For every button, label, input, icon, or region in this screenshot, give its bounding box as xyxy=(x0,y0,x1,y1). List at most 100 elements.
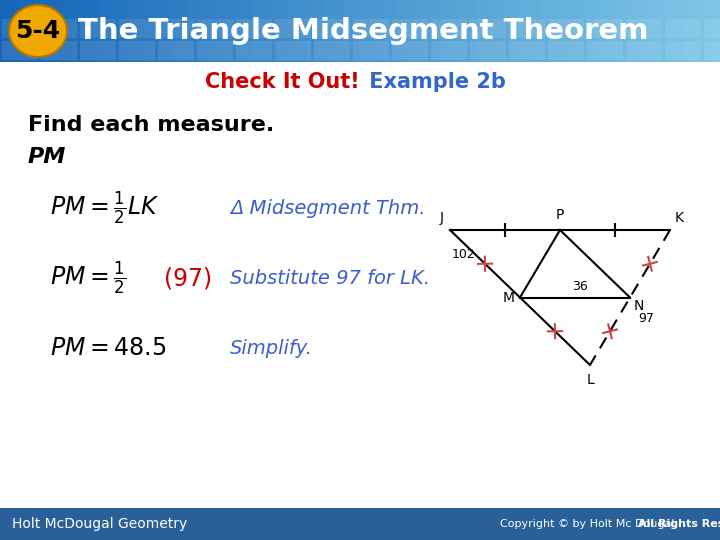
Bar xyxy=(387,0,397,62)
Bar xyxy=(275,41,311,60)
Text: Substitute 97 for LK.: Substitute 97 for LK. xyxy=(230,268,430,287)
Bar xyxy=(198,0,207,62)
Text: 36: 36 xyxy=(572,280,588,293)
Bar xyxy=(117,0,127,62)
Bar xyxy=(369,0,379,62)
Bar xyxy=(275,19,311,38)
Bar xyxy=(108,0,117,62)
Text: $PM = \frac{1}{2}$: $PM = \frac{1}{2}$ xyxy=(50,259,126,296)
Bar xyxy=(353,19,389,38)
Text: All Rights Reserved.: All Rights Reserved. xyxy=(638,519,720,529)
Bar xyxy=(470,41,506,60)
Bar xyxy=(72,0,81,62)
Bar xyxy=(279,0,289,62)
Bar xyxy=(197,19,233,38)
Bar xyxy=(153,0,163,62)
Bar xyxy=(504,0,513,62)
Bar xyxy=(587,19,623,38)
Bar xyxy=(540,0,549,62)
Bar xyxy=(41,41,77,60)
Bar xyxy=(531,0,541,62)
Bar xyxy=(261,0,271,62)
Bar xyxy=(693,0,703,62)
Bar xyxy=(549,0,559,62)
Bar xyxy=(548,41,584,60)
Bar xyxy=(135,0,145,62)
Bar xyxy=(576,0,585,62)
Bar xyxy=(315,0,325,62)
Bar xyxy=(297,0,307,62)
Bar xyxy=(351,0,361,62)
Bar xyxy=(587,41,623,60)
Bar xyxy=(423,0,433,62)
Bar xyxy=(548,19,584,38)
Bar xyxy=(252,0,261,62)
Bar xyxy=(603,0,613,62)
Bar xyxy=(704,19,720,38)
Bar xyxy=(459,0,469,62)
Text: 102: 102 xyxy=(452,248,476,261)
Bar xyxy=(162,0,171,62)
Bar xyxy=(378,0,387,62)
Text: $PM = \frac{1}{2}LK$: $PM = \frac{1}{2}LK$ xyxy=(50,190,159,227)
Text: P: P xyxy=(556,208,564,222)
Bar xyxy=(513,0,523,62)
Text: Simplify.: Simplify. xyxy=(230,339,313,357)
Bar xyxy=(54,0,63,62)
Bar xyxy=(236,19,272,38)
Text: Δ Midsegment Thm.: Δ Midsegment Thm. xyxy=(230,199,426,218)
Bar xyxy=(702,0,711,62)
Bar xyxy=(470,19,506,38)
Text: Check It Out!: Check It Out! xyxy=(205,72,360,92)
Bar xyxy=(189,0,199,62)
Bar xyxy=(396,0,405,62)
Bar xyxy=(158,41,194,60)
Text: 5-4: 5-4 xyxy=(15,19,60,43)
Bar xyxy=(9,0,19,62)
Bar xyxy=(119,19,155,38)
Bar xyxy=(675,0,685,62)
Bar xyxy=(0,508,720,540)
Bar xyxy=(477,0,487,62)
Bar xyxy=(171,0,181,62)
Bar xyxy=(342,0,351,62)
Bar xyxy=(612,0,621,62)
Bar xyxy=(704,41,720,60)
Bar xyxy=(414,0,423,62)
Bar xyxy=(630,0,639,62)
Bar xyxy=(495,0,505,62)
Bar xyxy=(353,41,389,60)
Bar xyxy=(270,0,279,62)
Text: Example 2b: Example 2b xyxy=(362,72,506,92)
Bar xyxy=(432,0,441,62)
Bar xyxy=(63,0,73,62)
Bar xyxy=(207,0,217,62)
Bar xyxy=(306,0,315,62)
Bar xyxy=(80,19,116,38)
Bar xyxy=(288,0,297,62)
Bar xyxy=(314,19,350,38)
Bar xyxy=(243,0,253,62)
Bar xyxy=(486,0,495,62)
Bar xyxy=(657,0,667,62)
Bar xyxy=(80,41,116,60)
Text: K: K xyxy=(675,211,684,225)
Bar xyxy=(648,0,657,62)
Bar xyxy=(158,19,194,38)
Bar xyxy=(119,41,155,60)
Text: L: L xyxy=(586,373,594,387)
Text: Find each measure.: Find each measure. xyxy=(28,115,274,135)
Bar xyxy=(665,41,701,60)
Text: Holt McDougal Geometry: Holt McDougal Geometry xyxy=(12,517,187,531)
Bar xyxy=(392,41,428,60)
Bar xyxy=(558,0,567,62)
Bar xyxy=(236,41,272,60)
Bar xyxy=(626,41,662,60)
Bar xyxy=(360,0,369,62)
Bar xyxy=(18,0,27,62)
Bar xyxy=(180,0,189,62)
Text: PM: PM xyxy=(28,147,66,167)
Bar xyxy=(711,0,720,62)
Bar xyxy=(90,0,99,62)
Bar xyxy=(45,0,55,62)
